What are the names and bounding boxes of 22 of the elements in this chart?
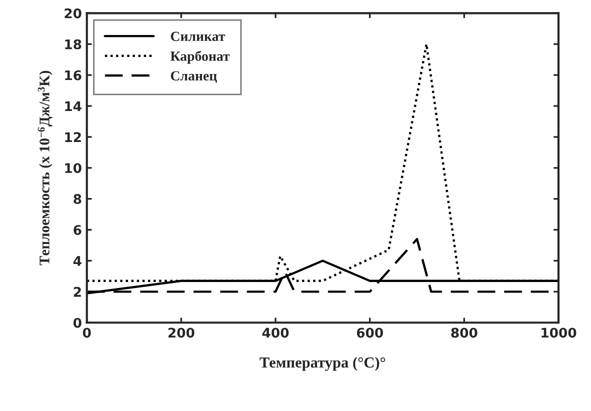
y-axis-title: Теплоемкость (х 10$^{−6}$Дж/м$^{3}$K) bbox=[38, 70, 52, 266]
x-tick-label: 800 bbox=[451, 328, 478, 338]
y-tick-label: 16 bbox=[65, 70, 82, 80]
y-tick-label: 18 bbox=[65, 39, 82, 50]
y-tick-label: 2 bbox=[74, 286, 81, 297]
x-tick-label: 1000 bbox=[542, 328, 576, 338]
x-tick-label: 200 bbox=[168, 328, 194, 338]
legend-label: Силикат bbox=[170, 32, 226, 42]
legend-label: Карбонат bbox=[170, 50, 230, 64]
y-tick-label: 8 bbox=[74, 194, 82, 204]
y-tick-label: 6 bbox=[74, 225, 82, 235]
x-axis-title: Температура (°C)° bbox=[260, 356, 386, 371]
y-tick-label: 0 bbox=[73, 318, 82, 328]
y-tick-label: 20 bbox=[64, 8, 82, 18]
x-tick-label: 0 bbox=[82, 328, 91, 338]
y-tick-label: 4 bbox=[73, 256, 82, 266]
y-tick-label: 12 bbox=[65, 132, 81, 142]
x-tick-label: 600 bbox=[356, 328, 383, 338]
y-tick-label: 10 bbox=[65, 163, 82, 174]
legend-label: Сланец bbox=[170, 71, 217, 83]
y-tick-label: 14 bbox=[65, 101, 82, 112]
x-tick-label: 400 bbox=[262, 328, 289, 338]
